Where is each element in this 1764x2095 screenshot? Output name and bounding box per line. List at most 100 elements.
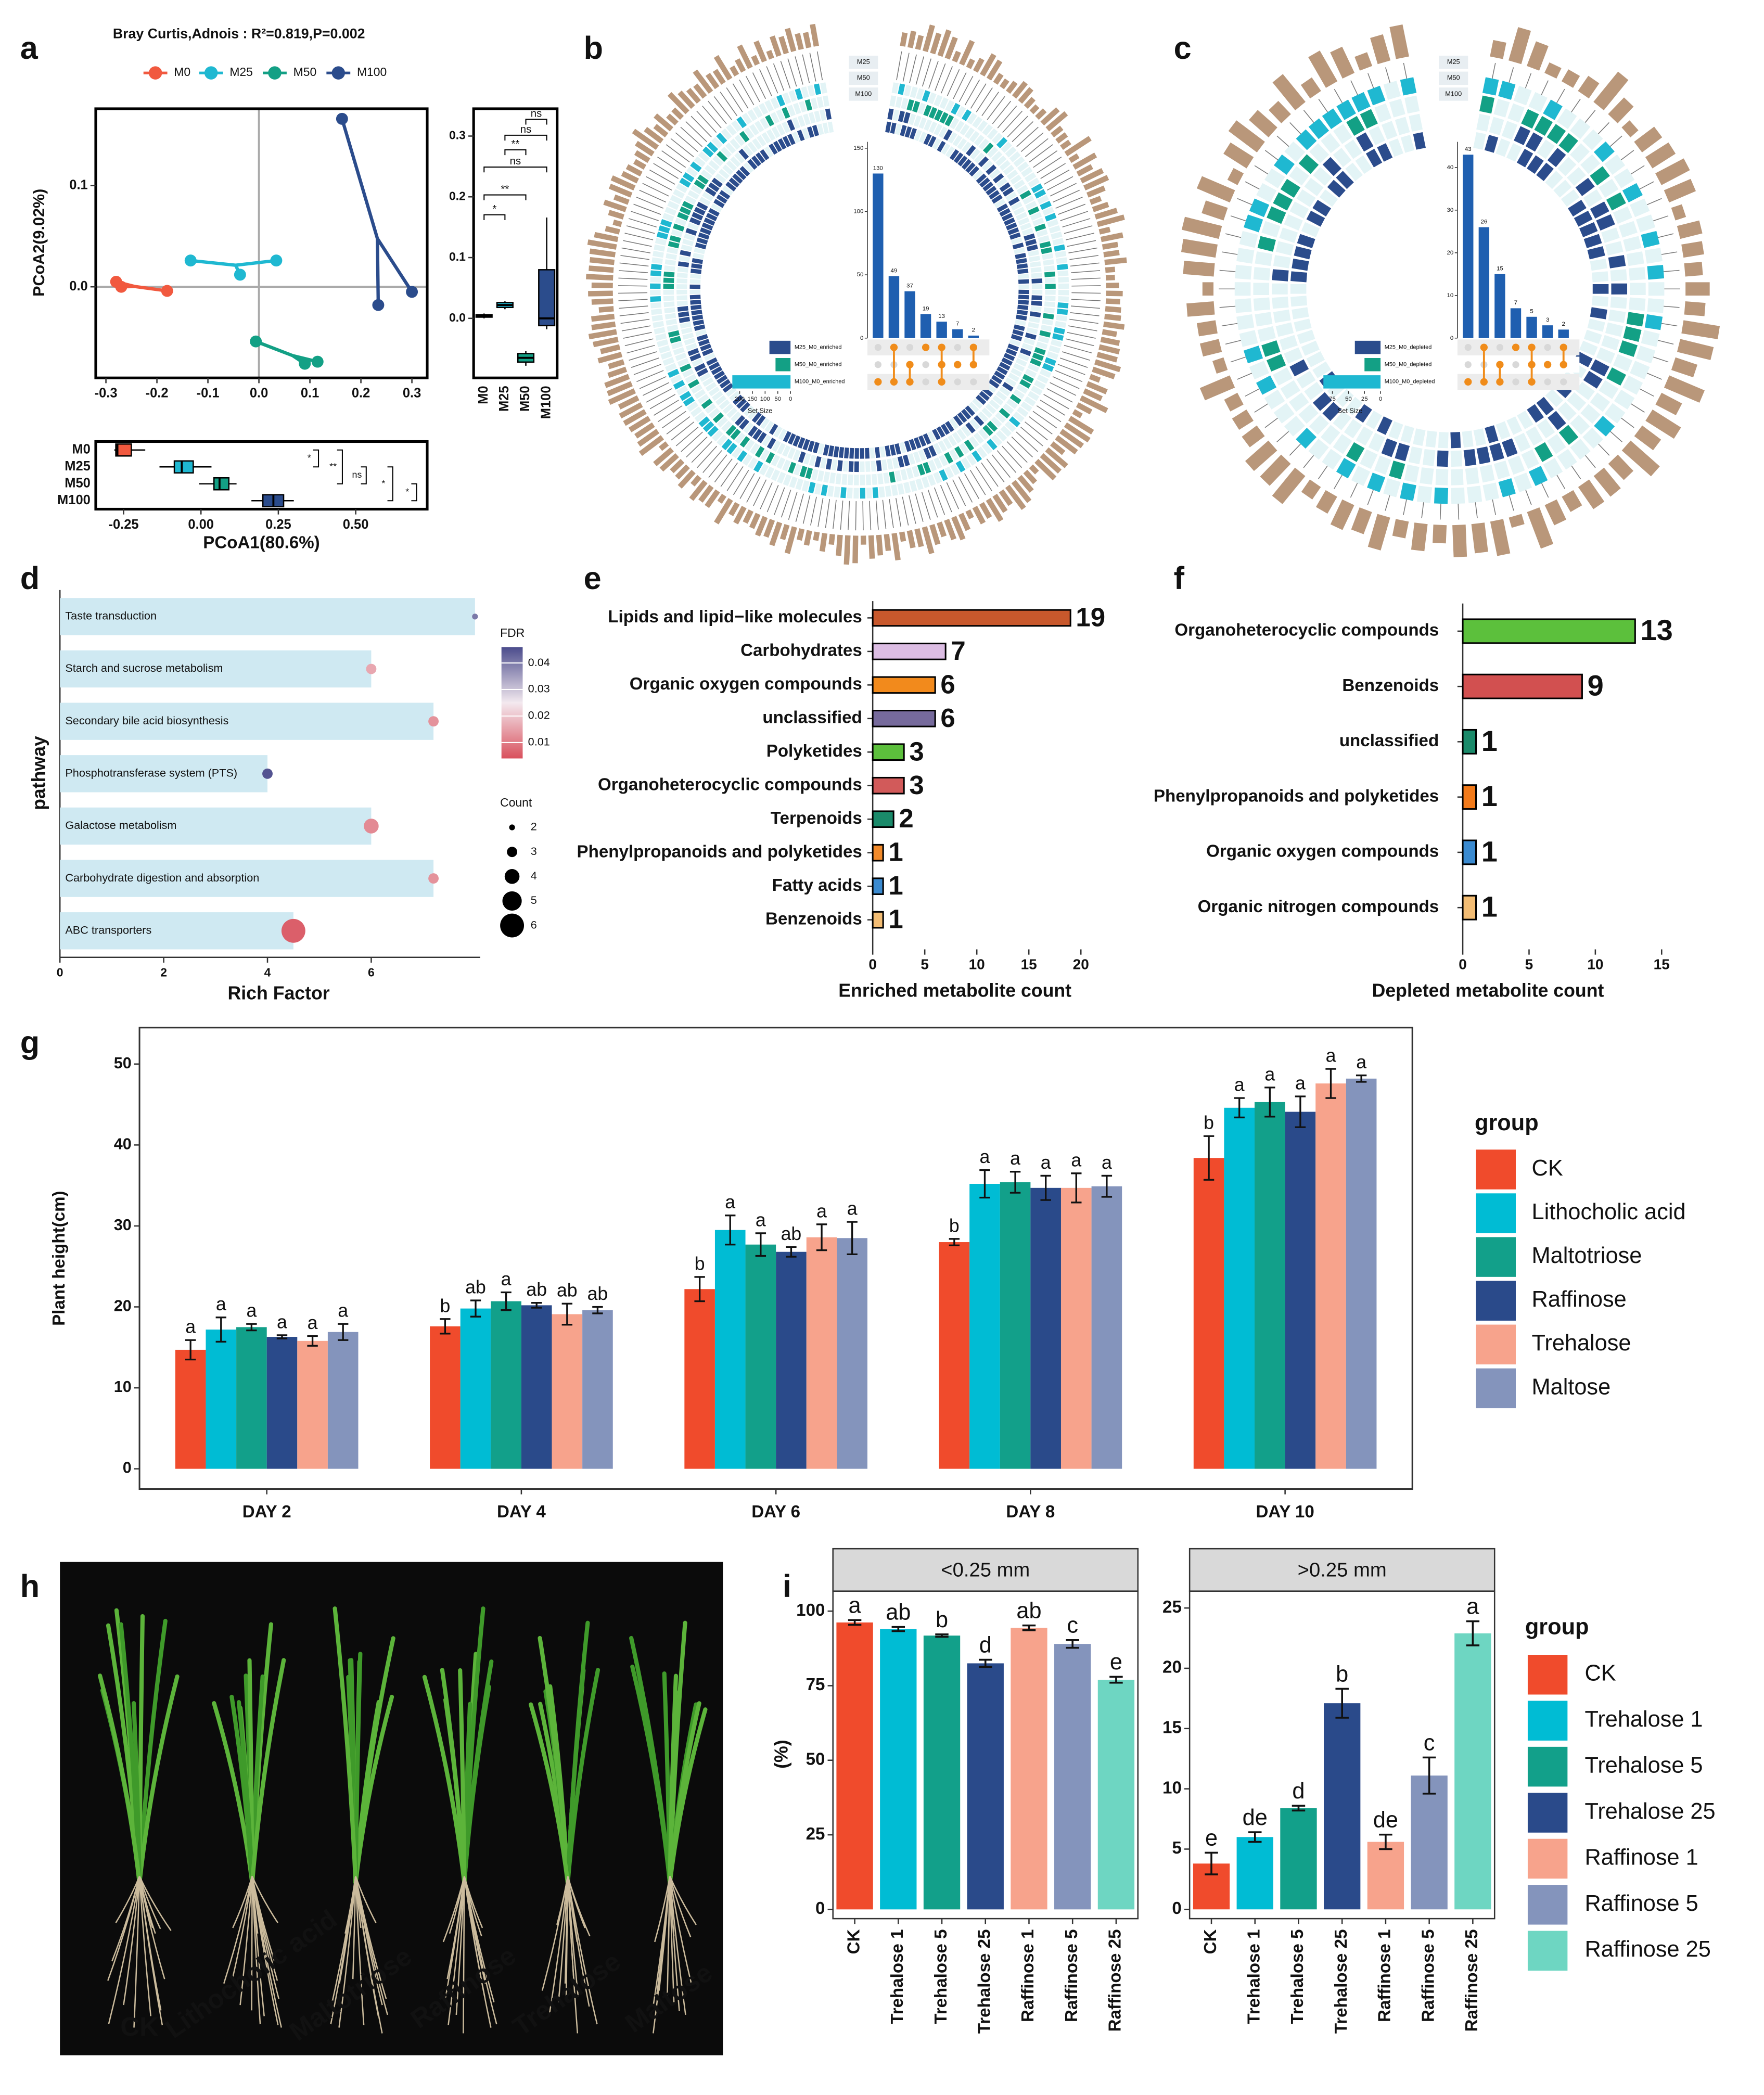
ring-decoration bbox=[853, 488, 859, 499]
ring-decoration bbox=[964, 127, 975, 139]
plant-leaf bbox=[98, 1674, 142, 1885]
ring-decoration bbox=[1020, 132, 1044, 152]
ring-decoration bbox=[764, 420, 774, 432]
ring-decoration bbox=[1288, 392, 1309, 412]
ring-decoration bbox=[854, 475, 859, 486]
value-label: 1 bbox=[1481, 780, 1498, 812]
ring-decoration bbox=[1057, 364, 1085, 375]
ring-decoration bbox=[1296, 129, 1317, 150]
ring-decoration bbox=[1356, 132, 1374, 152]
ring-decoration bbox=[735, 432, 746, 444]
ring-decoration bbox=[1032, 218, 1044, 226]
category-label: Phosphotransferase system (PTS) bbox=[65, 767, 237, 780]
error-bar bbox=[949, 1238, 960, 1246]
ring-decoration bbox=[676, 385, 688, 395]
ring-decoration bbox=[635, 140, 655, 157]
ring-decoration bbox=[986, 439, 998, 451]
ring-decoration bbox=[819, 532, 828, 552]
ring-decoration bbox=[923, 133, 932, 145]
colorbar bbox=[501, 647, 523, 759]
ring-decoration bbox=[591, 313, 615, 322]
bar-value-label: 2 bbox=[972, 327, 975, 334]
ring-decoration bbox=[1002, 381, 1014, 392]
ring-decoration bbox=[654, 327, 666, 335]
bar-value-label: 7 bbox=[1514, 300, 1517, 306]
size-legend-label: 2 bbox=[531, 820, 537, 833]
x-tick-label: -0.1 bbox=[197, 386, 220, 401]
ring-decoration bbox=[895, 96, 902, 108]
ring-decoration bbox=[1618, 340, 1638, 357]
x-tick-label: CK bbox=[1201, 1929, 1220, 1954]
ring-decoration bbox=[898, 83, 905, 95]
ring-decoration bbox=[758, 103, 769, 115]
ring-decoration bbox=[658, 345, 670, 354]
ring-decoration bbox=[696, 334, 708, 341]
y-tick-label: 0 bbox=[860, 335, 863, 341]
ring-decoration bbox=[722, 383, 734, 393]
ring-decoration bbox=[621, 171, 639, 184]
plant-leaf bbox=[538, 1636, 570, 1885]
ring-decoration bbox=[670, 138, 694, 157]
ring-decoration bbox=[663, 277, 674, 283]
ring-decoration bbox=[1677, 339, 1714, 361]
ring-decoration bbox=[662, 357, 675, 366]
ring-decoration bbox=[677, 358, 689, 367]
ring-decoration bbox=[892, 109, 900, 121]
ring-decoration bbox=[651, 257, 663, 264]
error-bar bbox=[1356, 1074, 1367, 1083]
plant-root bbox=[567, 1876, 591, 1937]
ring-decoration bbox=[1319, 189, 1338, 207]
ring-decoration bbox=[689, 289, 701, 295]
ring-decoration bbox=[726, 160, 737, 171]
ring-decoration bbox=[764, 146, 774, 158]
ring-decoration bbox=[887, 458, 893, 470]
ring-decoration bbox=[776, 109, 785, 121]
panel-letter: d bbox=[20, 560, 40, 596]
x-tick-label: DAY 8 bbox=[1006, 1502, 1055, 1522]
ring-decoration bbox=[691, 116, 712, 137]
ring-decoration bbox=[906, 99, 914, 111]
ring-decoration bbox=[944, 466, 954, 479]
ring-decoration bbox=[883, 472, 890, 484]
ring-decoration bbox=[1408, 446, 1423, 465]
error-bar bbox=[694, 1276, 705, 1302]
bar-value-label: 37 bbox=[906, 283, 913, 289]
ring-decoration bbox=[1606, 192, 1626, 211]
ring-decoration bbox=[760, 482, 773, 509]
significance-letter: a bbox=[1356, 1052, 1366, 1072]
ring-decoration bbox=[782, 136, 791, 148]
y-tick-label: 0.2 bbox=[449, 189, 466, 202]
category-label: Benzenoids bbox=[1342, 676, 1439, 695]
ring-decoration bbox=[807, 126, 814, 138]
ring-decoration bbox=[1501, 121, 1518, 140]
legend-title: FDR bbox=[500, 626, 525, 640]
ring-decoration bbox=[655, 238, 667, 246]
error-bar bbox=[1071, 1172, 1082, 1204]
x-tick-label: 0.2 bbox=[352, 386, 370, 401]
ring-decoration bbox=[809, 53, 816, 82]
ring-decoration bbox=[792, 131, 800, 143]
ring-decoration bbox=[1249, 361, 1269, 380]
bar bbox=[872, 743, 905, 761]
ring-decoration bbox=[696, 201, 708, 211]
ring-decoration bbox=[1413, 132, 1426, 150]
ring-decoration bbox=[871, 461, 876, 472]
ring-decoration bbox=[803, 113, 811, 125]
spider-line bbox=[190, 259, 236, 267]
dot bbox=[366, 663, 377, 674]
ring-decoration bbox=[1023, 469, 1038, 484]
ring-decoration bbox=[681, 244, 693, 251]
ring-decoration bbox=[1052, 238, 1064, 246]
ring-decoration bbox=[671, 107, 684, 120]
ring-decoration bbox=[679, 206, 692, 215]
ring-decoration bbox=[1590, 201, 1609, 219]
bar bbox=[872, 877, 884, 895]
ring-decoration bbox=[706, 212, 718, 222]
bar bbox=[1060, 1187, 1092, 1469]
ring-decoration bbox=[725, 387, 737, 397]
legend-label: Trehalose 1 bbox=[1584, 1707, 1703, 1732]
ring-decoration bbox=[1629, 297, 1646, 311]
bar bbox=[60, 755, 268, 793]
set-name: M25_M0_enriched bbox=[795, 344, 842, 350]
ring-decoration bbox=[1043, 265, 1055, 272]
